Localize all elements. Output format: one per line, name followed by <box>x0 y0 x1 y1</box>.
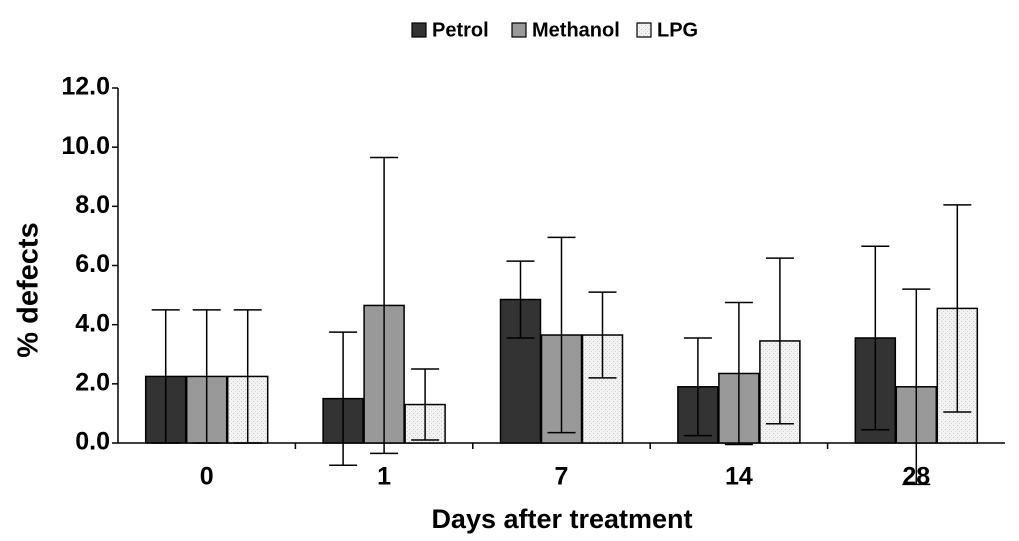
error-bar <box>588 291 617 379</box>
legend-label: Methanol <box>532 19 620 41</box>
x-axis-label: Days after treatment <box>431 504 692 534</box>
error-bar <box>506 260 535 339</box>
error-bar <box>192 309 221 444</box>
y-axis-label: % defects <box>13 222 45 357</box>
legend-swatch <box>636 22 652 38</box>
error-bar <box>151 309 180 444</box>
y-tick-label: 4.0 <box>75 309 110 337</box>
legend-swatch <box>411 22 427 38</box>
y-tick-label: 10.0 <box>61 132 110 160</box>
error-bar <box>943 204 972 413</box>
error-bar <box>724 301 753 446</box>
x-tick-label: 1 <box>377 463 391 491</box>
x-tick-label: 7 <box>555 463 569 491</box>
error-bar <box>683 337 712 437</box>
y-tick-label: 6.0 <box>75 250 110 278</box>
error-bar <box>861 245 890 431</box>
error-bar <box>233 309 262 444</box>
legend-label: LPG <box>657 19 698 41</box>
error-bar <box>411 368 440 441</box>
error-bar <box>765 257 794 425</box>
y-tick-label: 12.0 <box>61 73 110 101</box>
legend-label: Petrol <box>432 19 489 41</box>
y-tick-label: 2.0 <box>75 368 110 396</box>
error-bar <box>547 236 576 434</box>
x-tick-label: 14 <box>725 463 753 491</box>
error-bar <box>902 288 931 486</box>
y-tick-label: 0.0 <box>75 428 110 456</box>
error-bar <box>370 156 399 455</box>
y-tick-label: 8.0 <box>75 191 110 219</box>
x-tick-label: 0 <box>200 463 214 491</box>
error-bar <box>329 331 358 466</box>
legend-swatch <box>511 22 527 38</box>
